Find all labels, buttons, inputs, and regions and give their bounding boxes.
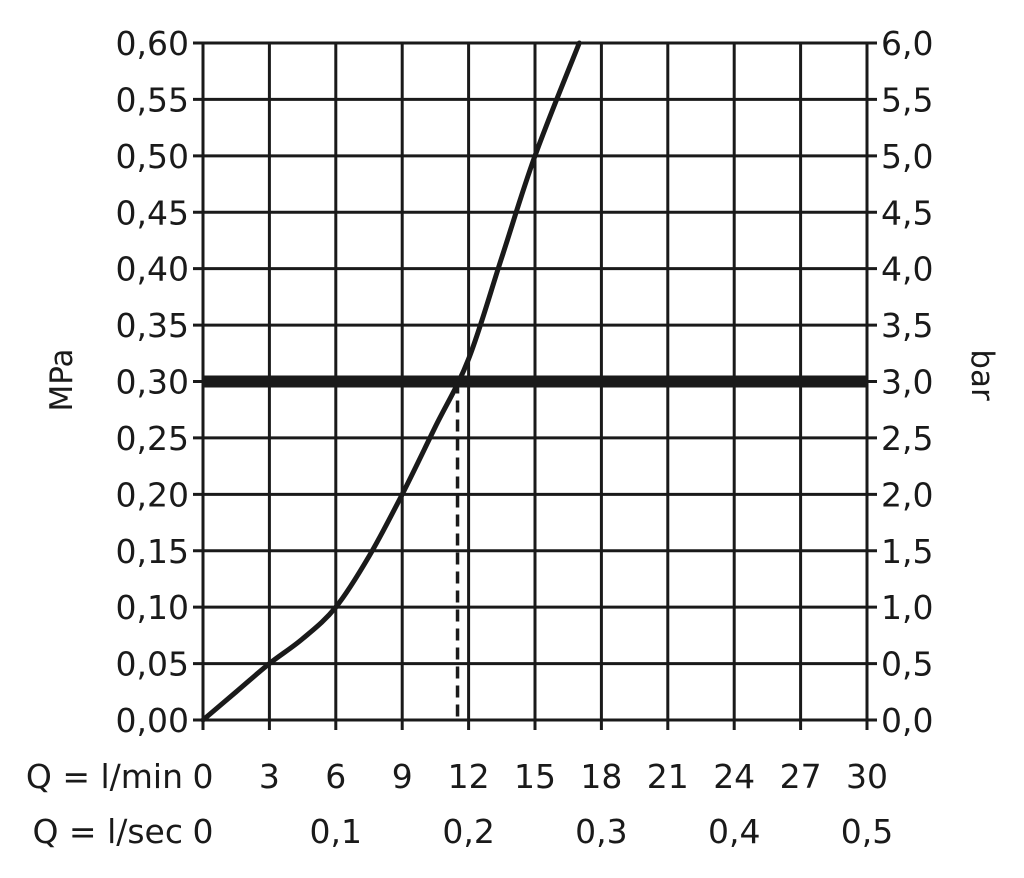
y-axis-title-right: bar: [964, 349, 1000, 401]
reference-lines: [203, 375, 867, 720]
y-tick-label-mpa: 0,45: [116, 193, 189, 232]
y-tick-label-bar: 1,5: [881, 532, 933, 571]
x-tick-label-lmin: 15: [514, 757, 556, 796]
x-tick-label-lsec: 0,1: [310, 812, 362, 851]
y-tick-label-bar: 1,0: [881, 588, 933, 627]
x-axis-label-lsec: Q = l/sec: [32, 812, 183, 851]
y-tick-label-bar: 4,5: [881, 193, 933, 232]
series-line-0: [200, 40, 582, 723]
x-tick-label-lmin: 3: [259, 757, 280, 796]
y-tick-label-mpa: 0,10: [116, 588, 189, 627]
y-tick-label-mpa: 0,15: [116, 532, 189, 571]
y-tick-label-mpa: 0,05: [116, 645, 189, 684]
x-tick-label-lmin: 27: [780, 757, 822, 796]
y-tick-label-bar: 4,0: [881, 250, 933, 289]
y-tick-label-bar: 2,5: [881, 419, 933, 458]
y-tick-label-mpa: 0,25: [116, 419, 189, 458]
y-tick-label-bar: 0,0: [881, 701, 933, 740]
y-tick-label-mpa: 0,00: [116, 701, 189, 740]
x-tick-label-lmin: 30: [846, 757, 888, 796]
x-tick-label-lmin: 0: [193, 757, 214, 796]
y-tick-label-bar: 5,5: [881, 80, 933, 119]
y-tick-label-bar: 0,5: [881, 645, 933, 684]
x-tick-label-lmin: 24: [713, 757, 755, 796]
labels-layer: 0,000,050,100,150,200,250,300,350,400,45…: [26, 24, 1000, 851]
y-tick-label-mpa: 0,20: [116, 475, 189, 514]
x-tick-label-lsec: 0,5: [841, 812, 893, 851]
series-layer: [200, 40, 582, 723]
y-tick-label-bar: 3,5: [881, 306, 933, 345]
y-axis-title-left: MPa: [44, 348, 80, 411]
x-tick-label-lmin: 18: [580, 757, 622, 796]
y-tick-label-mpa: 0,40: [116, 250, 189, 289]
y-tick-label-bar: 3,0: [881, 363, 933, 402]
x-tick-label-lsec: 0: [193, 812, 214, 851]
x-tick-label-lmin: 9: [392, 757, 413, 796]
y-tick-label-mpa: 0,30: [116, 363, 189, 402]
y-tick-label-mpa: 0,60: [116, 24, 189, 63]
y-tick-label-mpa: 0,55: [116, 80, 189, 119]
x-tick-label-lmin: 12: [448, 757, 490, 796]
x-tick-label-lmin: 6: [325, 757, 346, 796]
y-tick-label-bar: 2,0: [881, 475, 933, 514]
y-tick-label-mpa: 0,50: [116, 137, 189, 176]
y-tick-label-bar: 5,0: [881, 137, 933, 176]
x-tick-label-lsec: 0,3: [575, 812, 627, 851]
x-tick-label-lsec: 0,2: [442, 812, 494, 851]
x-tick-label-lmin: 21: [647, 757, 689, 796]
y-tick-label-bar: 6,0: [881, 24, 933, 63]
y-tick-label-mpa: 0,35: [116, 306, 189, 345]
x-tick-label-lsec: 0,4: [708, 812, 760, 851]
x-axis-label-lmin: Q = l/min: [26, 757, 183, 796]
